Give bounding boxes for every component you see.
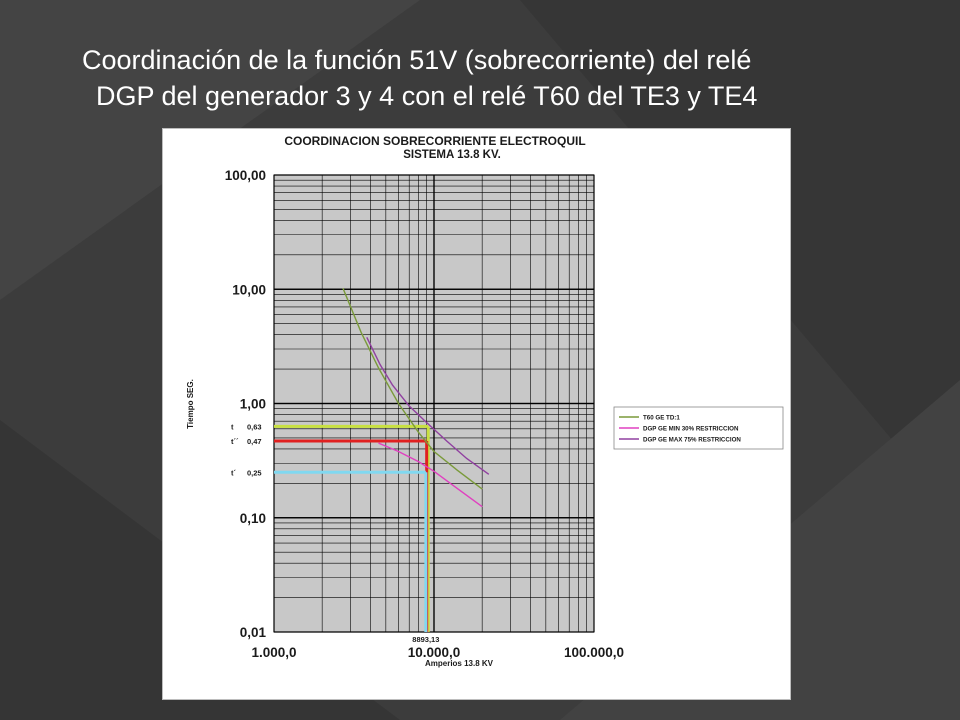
x-annotation-label: 8893,13 [412, 635, 439, 644]
x-tick-label: 100.000,0 [564, 645, 624, 660]
x-tick-label: 10.000,0 [408, 645, 461, 660]
series-line-2 [378, 442, 483, 508]
slide-title-line-1: Coordinación de la función 51V (sobrecor… [82, 45, 752, 75]
chart-panel: COORDINACION SOBRECORRIENTE ELECTROQUIL … [162, 128, 791, 700]
marker-lines: t 0,63 t´´ 0,47 t´ 0,25 8893,13 [231, 422, 439, 644]
axis-ticks: 100,00 10,00 1,00 0,10 0,01 1.000,0 10.000,0 10… [225, 168, 624, 660]
legend-box [613, 406, 784, 450]
coordination-chart: COORDINACION SOBRECORRIENTE ELECTROQUIL … [186, 134, 784, 668]
marker-label-t: t [231, 422, 234, 431]
y-tick-label: 100,00 [225, 168, 266, 183]
marker-value-t: 0,63 [247, 422, 262, 431]
marker-label-t1: t´ [231, 468, 236, 477]
chart-subtitle: SISTEMA 13.8 KV. [403, 149, 501, 161]
legend-entry-2: DGP GE MIN 30% RESTRICCION [643, 426, 739, 433]
series-line-3 [366, 336, 490, 475]
y-tick-label: 0,01 [240, 625, 267, 640]
series-line-1 [342, 288, 483, 490]
marker-value-t2: 0,47 [247, 437, 262, 446]
slide-title-line-2: DGP del generador 3 y 4 con el relé T60 … [96, 81, 758, 111]
marker-label-t2: t´´ [231, 437, 239, 446]
y-axis-label: Tiempo SEG. [186, 379, 195, 429]
y-tick-label: 1,00 [240, 397, 266, 412]
grid-lines [273, 174, 595, 633]
legend: T60 GE TD:1 DGP GE MIN 30% RESTRICCION DGP… [613, 406, 784, 450]
legend-entry-1: T60 GE TD:1 [643, 415, 680, 422]
x-tick-label: 1.000,0 [251, 645, 296, 660]
slide-title: Coordinación de la función 51V (sobrecor… [40, 42, 940, 114]
marker-value-t1: 0,25 [247, 468, 262, 477]
series-lines [342, 288, 490, 508]
chart-title: COORDINACION SOBRECORRIENTE ELECTROQUIL [284, 134, 585, 148]
legend-entry-3: DGP GE MAX 75% RESTRICCION [643, 437, 741, 444]
y-tick-label: 10,00 [232, 282, 266, 297]
y-tick-label: 0,10 [240, 511, 266, 526]
x-axis-label: Amperios 13.8 KV [425, 659, 494, 668]
